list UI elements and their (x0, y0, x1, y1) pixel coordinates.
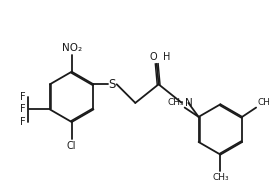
Text: CH₃: CH₃ (167, 98, 184, 107)
Text: H: H (163, 52, 171, 62)
Text: F: F (20, 92, 26, 102)
Text: F: F (20, 105, 26, 114)
Text: Cl: Cl (67, 141, 76, 151)
Text: CH₃: CH₃ (212, 173, 229, 182)
Text: NO₂: NO₂ (62, 43, 82, 53)
Text: S: S (108, 78, 116, 91)
Text: O: O (149, 52, 157, 62)
Text: N: N (185, 98, 192, 108)
Text: F: F (20, 116, 26, 127)
Text: CH₃: CH₃ (257, 98, 269, 107)
